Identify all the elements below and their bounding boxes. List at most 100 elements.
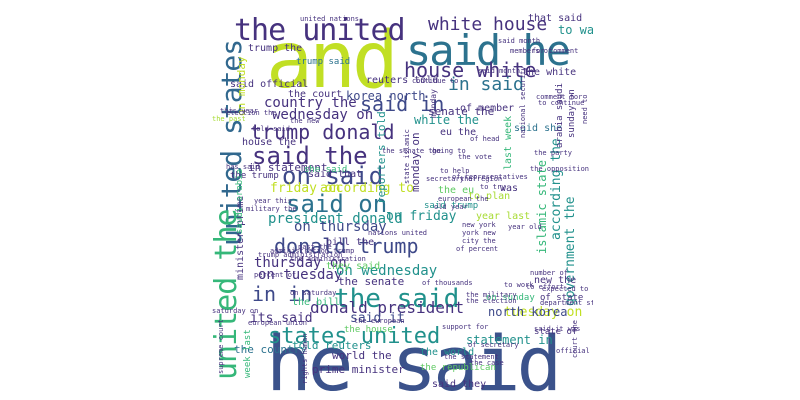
- cloud-word: monday on: [409, 132, 422, 192]
- cloud-word: year old: [508, 223, 542, 231]
- cloud-word: the house: [344, 325, 393, 335]
- cloud-word: of head: [470, 135, 500, 143]
- cloud-word: this year: [220, 107, 258, 115]
- cloud-word: saudi arabia: [235, 168, 245, 234]
- cloud-word: trump donald: [250, 120, 395, 144]
- cloud-word: going to: [432, 147, 466, 155]
- cloud-word: for comment: [532, 47, 579, 55]
- cloud-word: north korea: [488, 305, 568, 319]
- cloud-word: secretary of: [426, 175, 477, 183]
- cloud-word: to try: [480, 183, 506, 191]
- cloud-word: she said: [304, 165, 348, 175]
- cloud-word: of state: [540, 293, 584, 303]
- cloud-word: on said: [282, 162, 384, 190]
- cloud-word: told reuters: [292, 339, 372, 352]
- cloud-word: to want: [558, 23, 593, 37]
- cloud-word: bill the: [326, 237, 375, 248]
- cloud-word: trump administration: [258, 251, 343, 259]
- cloud-word: of thousands: [422, 279, 473, 287]
- cloud-word: continue to: [412, 77, 459, 85]
- cloud-word: members of: [510, 47, 553, 55]
- cloud-word: in in: [252, 282, 313, 306]
- cloud-word: senate the: [428, 105, 495, 118]
- cloud-word: said month: [498, 37, 541, 45]
- cloud-word: white the: [414, 113, 480, 127]
- cloud-word: the white: [522, 67, 577, 78]
- cloud-word: they said: [326, 261, 381, 272]
- cloud-word: korea north: [346, 89, 426, 103]
- cloud-word: reporters told: [375, 111, 388, 204]
- cloud-word: year this: [254, 197, 292, 205]
- cloud-word: the senate the: [382, 147, 442, 155]
- cloud-word: department state: [540, 299, 593, 307]
- cloud-word: new the: [534, 275, 577, 286]
- cloud-word: statement in: [466, 333, 553, 347]
- cloud-word: islamic state: [535, 160, 549, 254]
- cloud-word: house white: [404, 58, 537, 82]
- cloud-word: tuesday on: [504, 305, 583, 320]
- cloud-word: reuters told: [366, 75, 439, 86]
- cloud-word: the country: [234, 343, 307, 356]
- cloud-word: wednesday on: [272, 107, 374, 123]
- cloud-word: said that: [308, 169, 363, 180]
- cloud-word: european the: [438, 195, 489, 203]
- cloud-word: white house: [428, 14, 548, 35]
- cloud-word: the election: [466, 297, 517, 305]
- cloud-word: the opposition: [530, 165, 590, 173]
- cloud-word: that said: [528, 13, 583, 24]
- cloud-word: the vote: [458, 153, 492, 161]
- cloud-word: the past: [212, 115, 246, 123]
- cloud-word: and: [266, 16, 399, 106]
- cloud-word: prime minister: [312, 363, 405, 376]
- cloud-word: states united: [268, 324, 441, 349]
- cloud-word: past the: [298, 243, 332, 251]
- cloud-word: united nations: [300, 15, 360, 23]
- cloud-word: the eu: [438, 185, 475, 196]
- cloud-word: the new: [290, 117, 320, 125]
- cloud-word: nations united: [368, 229, 428, 237]
- cloud-word: to help: [440, 167, 470, 175]
- cloud-word: the military: [466, 291, 517, 299]
- cloud-word: election the: [226, 109, 277, 117]
- cloud-word: told said: [252, 125, 290, 133]
- cloud-word: number of: [530, 269, 568, 277]
- cloud-word: said they: [432, 379, 487, 390]
- cloud-word: friday on: [270, 181, 341, 196]
- cloud-word: has said: [226, 163, 260, 171]
- cloud-word: eu the: [440, 127, 477, 138]
- cloud-word: the world: [420, 347, 475, 358]
- cloud-word: expected to: [542, 285, 589, 293]
- cloud-word: the administration: [290, 255, 366, 263]
- cloud-word: new york: [462, 221, 496, 229]
- cloud-word: state of: [534, 327, 578, 337]
- cloud-word: on saturday: [290, 289, 337, 297]
- cloud-word: president donald: [268, 211, 403, 227]
- cloud-word: on sunday: [486, 293, 535, 303]
- cloud-word: said in: [360, 92, 445, 116]
- cloud-word: the republican: [420, 363, 496, 373]
- cloud-word: the statement: [444, 353, 499, 361]
- cloud-word: said the: [252, 142, 368, 170]
- cloud-word: rights human: [301, 333, 309, 384]
- cloud-word: he said: [266, 319, 562, 394]
- cloud-word: said it: [350, 311, 405, 326]
- cloud-word: the senate: [338, 275, 405, 288]
- cloud-word: said on: [286, 190, 388, 218]
- cloud-word: said official: [230, 79, 309, 90]
- cloud-word: of representatives: [452, 173, 528, 181]
- cloud-word: the united: [234, 13, 406, 48]
- cloud-word: its said: [250, 311, 313, 326]
- cloud-word: european union: [248, 319, 308, 327]
- cloud-word: the bill: [292, 297, 341, 308]
- cloud-word: the party: [534, 149, 572, 157]
- cloud-word: percent of: [254, 271, 297, 279]
- cloud-word: support for: [442, 323, 489, 331]
- cloud-word: on thursday: [294, 219, 387, 235]
- cloud-word: of secretary: [468, 341, 519, 349]
- cloud-word: year last: [476, 211, 531, 222]
- cloud-word: administration trump: [270, 247, 355, 255]
- cloud-word: supreme court: [217, 319, 225, 374]
- cloud-word: according to: [320, 181, 414, 196]
- cloud-word: old year: [434, 203, 468, 211]
- word-cloud: and he said said he the united united st…: [208, 8, 593, 393]
